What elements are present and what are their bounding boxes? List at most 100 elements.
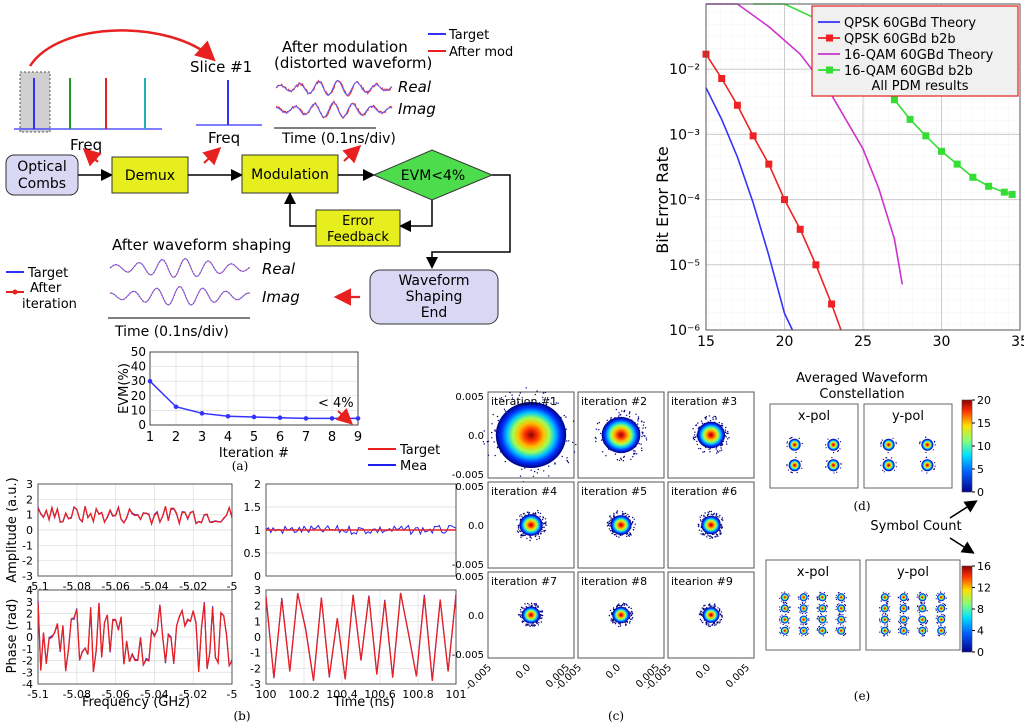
symbol-outlier — [826, 594, 828, 597]
symbol-outlier — [880, 464, 882, 466]
iteration-outlier — [625, 515, 627, 517]
iteration-outlier — [519, 392, 521, 394]
symbol-cluster — [880, 604, 889, 613]
symbol-outlier — [844, 592, 846, 594]
iteration-outlier — [519, 609, 522, 611]
symbol-outlier — [943, 592, 946, 594]
iteration-outlier — [517, 526, 520, 529]
iteration-outlier — [712, 417, 714, 419]
iteration-outlier — [719, 533, 721, 535]
iteration-outlier — [497, 419, 499, 422]
iteration-outlier — [532, 475, 535, 477]
evm-xtick: 6 — [276, 430, 284, 445]
iteration-outlier — [541, 518, 544, 521]
end-box-label-3: End — [421, 305, 448, 321]
symbol-outlier — [838, 603, 840, 605]
iteration-outlier — [543, 470, 545, 472]
ber-series-marker — [781, 196, 788, 204]
iteration-outlier — [627, 534, 630, 536]
iteration-outlier — [719, 531, 721, 533]
symbol-outlier — [898, 621, 900, 624]
symbol-outlier — [923, 601, 925, 603]
iteration-outlier — [710, 513, 713, 515]
iteration-outlier — [504, 460, 507, 463]
symbol-outlier — [908, 608, 910, 610]
iteration-outlier — [612, 620, 615, 622]
symbol-outlier — [798, 627, 800, 629]
symbol-outlier — [919, 441, 921, 443]
iteration-outlier — [520, 530, 522, 533]
iteration-outlier — [696, 440, 698, 443]
iteration-outlier — [709, 448, 711, 450]
colorbar-tick-label: 16 — [977, 560, 991, 573]
ber-legend-marker — [826, 66, 833, 74]
symbol-outlier — [779, 618, 781, 620]
iteration-outlier — [602, 451, 604, 453]
iteration-outlier — [634, 523, 636, 525]
b-xtick: 100 — [256, 688, 277, 701]
b-ytick: 0 — [254, 631, 261, 644]
iteration-outlier — [707, 511, 709, 513]
iteration-outlier — [712, 623, 714, 625]
symbol-outlier — [887, 625, 889, 628]
iteration-outlier — [634, 452, 636, 455]
iteration-outlier — [632, 521, 634, 523]
symbol-outlier — [822, 625, 824, 627]
iteration-outlier — [622, 456, 625, 458]
iteration-outlier — [697, 523, 700, 526]
symbol-outlier — [934, 444, 936, 446]
iteration-outlier — [525, 623, 528, 625]
iteration-ytick: -0.005 — [452, 560, 484, 571]
iteration-outlier — [547, 398, 550, 401]
symbol-outlier — [826, 606, 828, 608]
iteration-outlier — [539, 515, 541, 518]
symbol-outlier — [845, 621, 847, 623]
iteration-outlier — [616, 510, 619, 512]
ber-series-marker — [985, 182, 993, 190]
symbol-outlier — [818, 603, 820, 605]
ber-series-line — [705, 87, 794, 331]
iteration-outlier — [700, 448, 702, 450]
symbol-outlier — [895, 442, 897, 445]
b-ytick: -1 — [22, 539, 33, 552]
shape-real-target — [109, 258, 251, 278]
shaping-imag-label: Imag — [262, 288, 300, 306]
iteration-outlier — [517, 525, 519, 527]
symbol-outlier — [895, 462, 897, 464]
symbol-outlier — [926, 593, 928, 595]
iteration-outlier — [568, 440, 570, 442]
symbol-outlier — [919, 591, 922, 594]
symbol-outlier — [845, 597, 848, 599]
iteration-outlier — [500, 397, 503, 399]
symbol-outlier — [902, 601, 904, 604]
b-ytick: 1.5 — [244, 501, 262, 514]
iteration-density — [701, 515, 721, 535]
symbol-outlier — [917, 627, 919, 630]
pol-label: x-pol — [798, 409, 830, 424]
symbol-outlier — [825, 447, 827, 449]
iteration-outlier — [608, 614, 611, 617]
iteration-outlier — [719, 514, 721, 517]
optical-combs-label-2: Combs — [18, 176, 66, 192]
iteration-outlier — [565, 428, 567, 430]
iteration-outlier — [612, 618, 614, 621]
evm-point — [199, 411, 205, 416]
symbol-outlier — [779, 610, 782, 613]
b-xtick: -5.06 — [101, 688, 129, 701]
iteration-xtick: 0.0 — [604, 662, 623, 681]
iteration-outlier — [720, 444, 722, 447]
symbol-count-arrow-down — [949, 537, 975, 554]
symbol-outlier — [926, 595, 929, 597]
symbol-outlier — [882, 469, 884, 471]
iteration-outlier — [724, 429, 727, 431]
iteration-outlier — [607, 521, 609, 523]
iteration-outlier — [542, 526, 544, 529]
iteration-outlier — [720, 524, 723, 526]
iteration-outlier — [704, 532, 707, 535]
symbol-outlier — [938, 601, 940, 603]
iteration-outlier — [539, 611, 541, 613]
iteration-outlier — [609, 530, 612, 532]
symbol-outlier — [921, 602, 923, 604]
iteration-outlier — [537, 468, 539, 471]
iteration-outlier — [720, 447, 722, 449]
